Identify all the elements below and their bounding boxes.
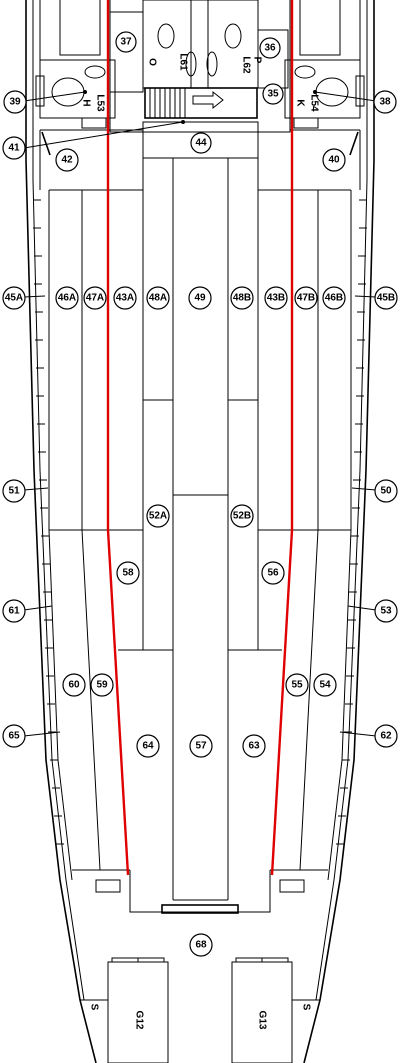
svg-text:45A: 45A <box>5 293 23 304</box>
svg-text:62: 62 <box>380 731 392 742</box>
callout-59: 59 <box>90 673 114 697</box>
callout-49: 49 <box>188 286 212 310</box>
callout-38: 38 <box>373 90 397 114</box>
zone-label-l53: L53 <box>95 94 106 112</box>
svg-text:64: 64 <box>142 741 154 752</box>
svg-text:42: 42 <box>61 155 73 166</box>
callout-50: 50 <box>374 479 398 503</box>
cabin-zone-lines <box>49 158 351 914</box>
callout-68: 68 <box>189 933 213 957</box>
callout-45a: 45A <box>2 286 26 310</box>
callout-48a: 48A <box>146 286 170 310</box>
svg-text:43B: 43B <box>267 293 285 304</box>
svg-text:58: 58 <box>122 568 134 579</box>
callout-45b: 45B <box>374 286 398 310</box>
callout-62: 62 <box>374 724 398 748</box>
callout-53: 53 <box>374 599 398 623</box>
svg-text:37: 37 <box>120 37 132 48</box>
svg-text:65: 65 <box>8 731 20 742</box>
svg-text:52A: 52A <box>149 511 167 522</box>
callout-51: 51 <box>2 479 26 503</box>
svg-text:36: 36 <box>264 43 276 54</box>
callout-42: 42 <box>55 148 79 172</box>
svg-text:46A: 46A <box>58 293 76 304</box>
callout-48b: 48B <box>230 286 254 310</box>
svg-text:47A: 47A <box>86 293 104 304</box>
svg-text:43A: 43A <box>116 293 134 304</box>
callout-39: 39 <box>3 90 27 114</box>
callout-47b: 47B <box>294 286 318 310</box>
zone-label-l62: L62 <box>241 56 252 74</box>
svg-text:57: 57 <box>195 741 207 752</box>
svg-text:56: 56 <box>267 568 279 579</box>
callout-40: 40 <box>322 148 346 172</box>
svg-text:60: 60 <box>68 680 80 691</box>
zone-label-s-right: S <box>301 1004 312 1011</box>
red-boundary-lines <box>106 0 294 876</box>
zone-label-o: O <box>147 58 158 66</box>
callout-64: 64 <box>136 734 160 758</box>
svg-text:44: 44 <box>195 138 207 149</box>
svg-text:52B: 52B <box>233 511 251 522</box>
callout-55: 55 <box>285 673 309 697</box>
zone-label-g12: G12 <box>134 1011 145 1030</box>
svg-text:61: 61 <box>8 606 20 617</box>
callout-47a: 47A <box>83 286 107 310</box>
svg-text:45B: 45B <box>377 293 395 304</box>
callout-65: 65 <box>2 724 26 748</box>
svg-text:39: 39 <box>9 97 21 108</box>
svg-text:49: 49 <box>194 293 206 304</box>
upper-lavatory-block <box>35 0 365 191</box>
callout-52a: 52A <box>146 504 170 528</box>
svg-text:54: 54 <box>319 680 331 691</box>
svg-text:46B: 46B <box>325 293 343 304</box>
svg-text:53: 53 <box>380 606 392 617</box>
svg-text:63: 63 <box>248 741 260 752</box>
callout-46b: 46B <box>322 286 346 310</box>
callout-46a: 46A <box>55 286 79 310</box>
callout-58: 58 <box>116 561 140 585</box>
zone-label-l54: L54 <box>309 94 320 112</box>
svg-text:38: 38 <box>379 97 391 108</box>
callout-63: 63 <box>242 734 266 758</box>
callout-44: 44 <box>190 132 212 154</box>
callout-60: 60 <box>62 673 86 697</box>
svg-text:51: 51 <box>8 486 20 497</box>
svg-text:41: 41 <box>8 143 20 154</box>
callout-54: 54 <box>313 673 337 697</box>
svg-text:50: 50 <box>380 486 392 497</box>
callout-43b: 43B <box>264 286 288 310</box>
svg-text:48A: 48A <box>149 293 167 304</box>
zone-label-l61: L61 <box>178 53 189 71</box>
zone-label-h: H <box>81 99 92 106</box>
zone-label-g13: G13 <box>257 1011 268 1030</box>
callout-52b: 52B <box>230 504 254 528</box>
svg-text:47B: 47B <box>297 293 315 304</box>
zone-label-k: K <box>295 99 306 107</box>
svg-text:48B: 48B <box>233 293 251 304</box>
zone-label-s-left: S <box>89 1004 100 1011</box>
zone-label-p: P <box>252 57 263 64</box>
bottom-galleys <box>80 957 320 1063</box>
callout-57: 57 <box>189 734 213 758</box>
callout-56: 56 <box>261 561 285 585</box>
callout-36: 36 <box>259 37 281 59</box>
svg-text:59: 59 <box>96 680 108 691</box>
svg-text:40: 40 <box>328 155 340 166</box>
leader-lines <box>23 90 377 737</box>
callout-43a: 43A <box>113 286 137 310</box>
callout-61: 61 <box>2 599 26 623</box>
svg-text:68: 68 <box>195 940 207 951</box>
callout-37: 37 <box>115 31 137 53</box>
callout-35: 35 <box>262 83 284 105</box>
svg-text:55: 55 <box>291 680 303 691</box>
svg-text:35: 35 <box>267 89 279 100</box>
callout-41: 41 <box>2 136 26 160</box>
